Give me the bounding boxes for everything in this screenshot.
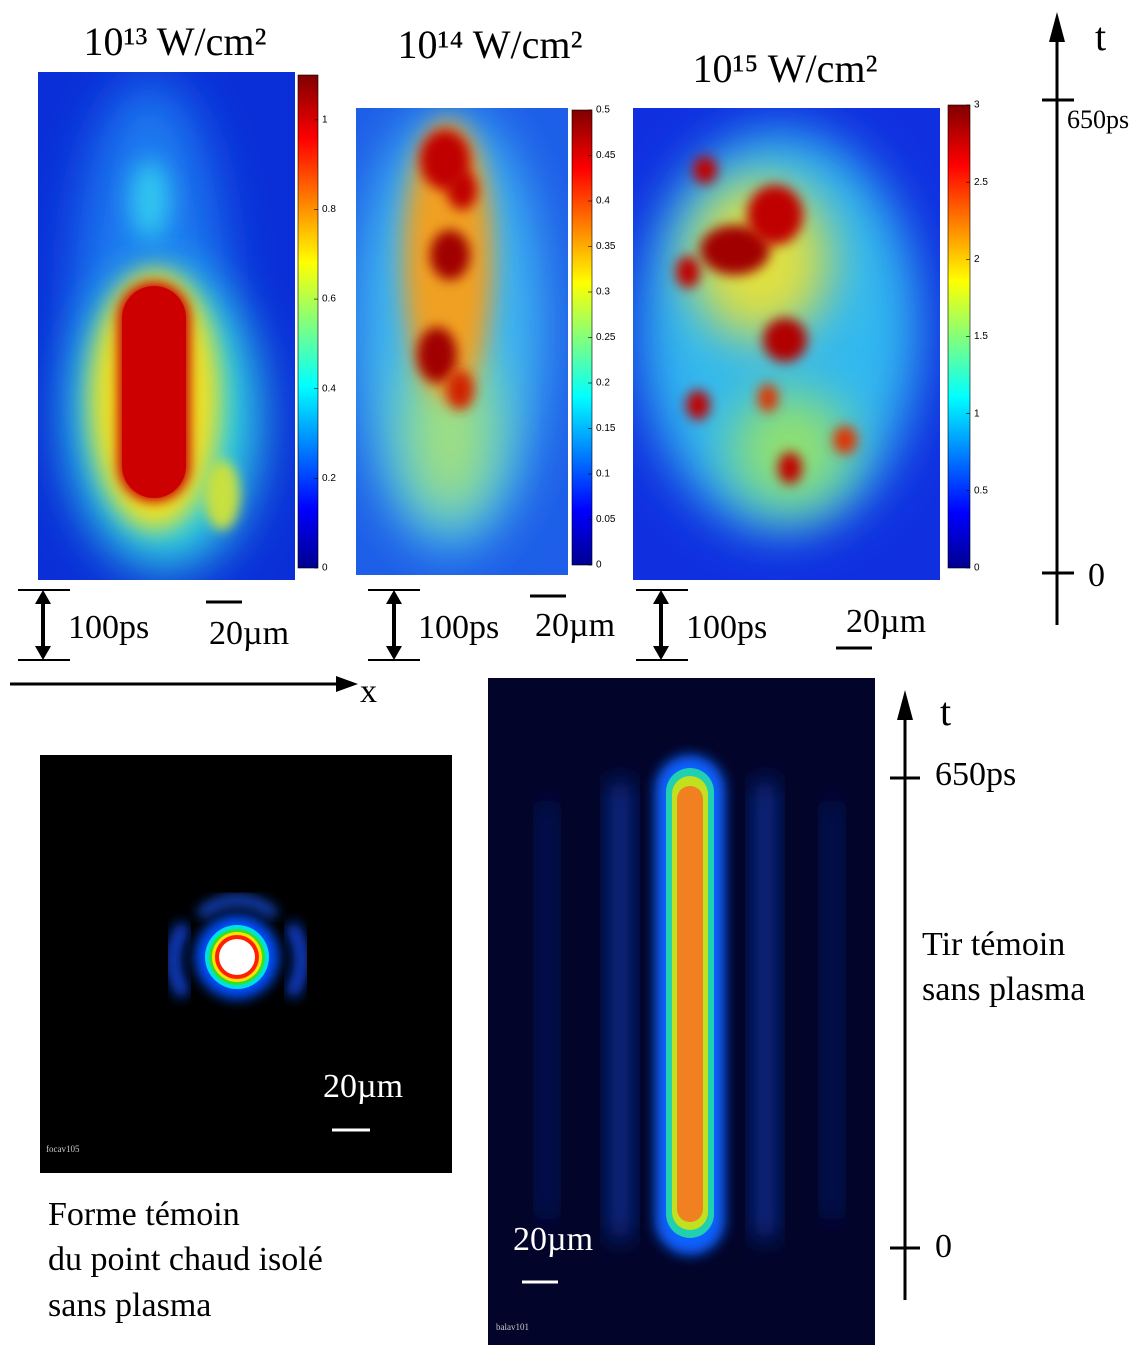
colorbar-tick-label: 0.4 bbox=[322, 383, 336, 394]
heatmap-2 bbox=[356, 108, 568, 575]
colorbar-tick-label: 0.3 bbox=[596, 287, 610, 298]
arrowhead bbox=[897, 690, 913, 720]
time-scale-bars bbox=[18, 589, 872, 661]
heatmap-3 bbox=[633, 108, 940, 580]
time-tick-label: 0 bbox=[935, 1228, 952, 1265]
colorbar-tick-label: 0 bbox=[596, 560, 602, 571]
image-id: focav105 bbox=[46, 1144, 80, 1154]
colorbar bbox=[297, 74, 319, 569]
arrowheads bbox=[35, 590, 669, 660]
colorbar-tick-label: 0.5 bbox=[596, 105, 610, 116]
x-axis-label: x bbox=[360, 673, 377, 710]
arrowhead bbox=[1049, 12, 1065, 42]
time-tick-label: 650ps bbox=[935, 756, 1016, 793]
colorbar-tick-label: 0.1 bbox=[596, 469, 610, 480]
caption-line: sans plasma bbox=[48, 1287, 211, 1324]
colorbar-tick-label: 0.8 bbox=[322, 204, 336, 215]
time-scale: 100ps bbox=[68, 609, 149, 646]
colorbar-tick-label: 0.6 bbox=[322, 294, 336, 305]
colorbar-tick-label: 0.4 bbox=[596, 196, 610, 207]
panel-title: 10¹⁴ W/cm² bbox=[398, 22, 583, 67]
colorbar-tick-label: 1 bbox=[974, 408, 980, 419]
time-axis-label: t bbox=[940, 689, 951, 734]
colorbar-tick-label: 0 bbox=[322, 563, 328, 574]
colorbar-tick-label: 0.25 bbox=[596, 332, 616, 343]
colorbar-tick-label: 2 bbox=[974, 254, 980, 265]
length-scale: 20µm bbox=[535, 607, 615, 644]
colorbar-tick-label: 0.05 bbox=[596, 514, 616, 525]
colorbar-tick-label: 0.45 bbox=[596, 150, 616, 161]
caption-line: Forme témoin bbox=[48, 1196, 240, 1233]
focal-spot-image bbox=[40, 755, 452, 1173]
colorbar-tick-label: 3 bbox=[974, 100, 980, 111]
colorbar-tick-label: 2.5 bbox=[974, 177, 988, 188]
time-tick-label: 650ps bbox=[1067, 105, 1129, 134]
heatmap-1 bbox=[38, 72, 295, 580]
time-tick-label: 0 bbox=[1088, 557, 1105, 594]
colorbar-tick-label: 1 bbox=[322, 114, 328, 125]
colorbars: 0 0.2 0.4 0.6 0.8 1 0 0.05 0.1 0.15 0.2 0.25 0.3 0.35… bbox=[297, 74, 988, 574]
caption-line: du point chaud isolé bbox=[48, 1241, 323, 1278]
colorbar-tick-label: 0.5 bbox=[974, 485, 988, 496]
colorbar-tick-label: 0.15 bbox=[596, 423, 616, 434]
time-scale: 100ps bbox=[418, 609, 499, 646]
time-scale: 100ps bbox=[686, 609, 767, 646]
time-axis-label: t bbox=[1095, 14, 1106, 59]
length-scale: 20µm bbox=[209, 615, 289, 652]
streak-image bbox=[488, 678, 875, 1345]
length-scale: 20µm bbox=[846, 603, 926, 640]
colorbar-tick-label: 1.5 bbox=[974, 331, 988, 342]
caption-line: sans plasma bbox=[922, 971, 1085, 1008]
caption-line: Tir témoin bbox=[922, 926, 1065, 963]
panel-title: 10¹⁵ W/cm² bbox=[693, 46, 878, 91]
arrowhead bbox=[336, 676, 358, 692]
colorbar-tick-label: 0.2 bbox=[596, 378, 610, 389]
colorbar-tick-label: 0 bbox=[974, 563, 980, 574]
panel-title: 10¹³ W/cm² bbox=[84, 19, 267, 64]
length-scale: 20µm bbox=[513, 1221, 593, 1258]
colorbar-tick-label: 0.2 bbox=[322, 473, 336, 484]
length-scale: 20µm bbox=[323, 1068, 403, 1105]
colorbar-tick-label: 0.35 bbox=[596, 241, 616, 252]
image-id: balav101 bbox=[496, 1322, 529, 1332]
